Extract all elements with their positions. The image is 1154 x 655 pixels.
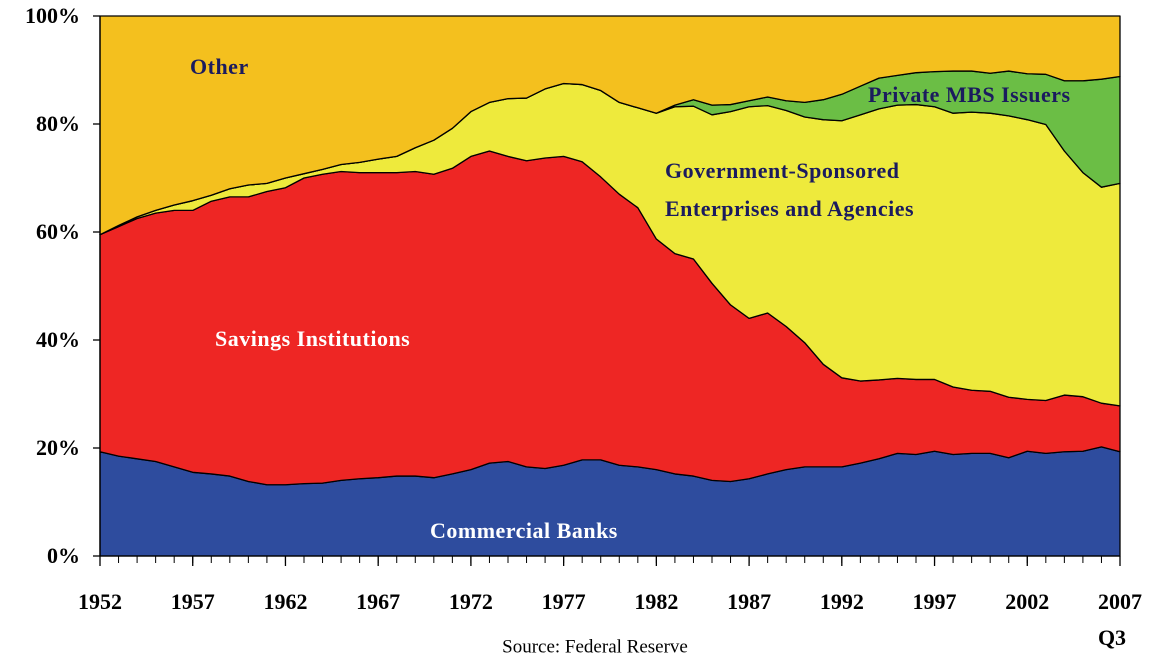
- x-tick-label: 1992: [820, 589, 864, 614]
- x-tick-label: 2007: [1098, 589, 1142, 614]
- x-tick-label: 1997: [913, 589, 957, 614]
- x-tick-label: 1987: [727, 589, 771, 614]
- area: [99, 15, 1121, 236]
- x-tick-label: 1982: [634, 589, 678, 614]
- y-tick-label: 0%: [47, 543, 80, 568]
- y-tick-label: 80%: [36, 111, 80, 136]
- x-tick-label: 1952: [78, 589, 122, 614]
- y-tick-label: 100%: [25, 3, 80, 28]
- series-label: Savings Institutions: [215, 326, 411, 351]
- series-label: Other: [190, 54, 249, 79]
- x-tick-label: 1977: [542, 589, 586, 614]
- x-tick-label: 1962: [263, 589, 307, 614]
- x-tick-label: 1957: [171, 589, 215, 614]
- series-label: Government-Sponsored Enterprises and Age…: [665, 158, 915, 221]
- x-tick-label: 1972: [449, 589, 493, 614]
- series-label: Private MBS Issuers: [868, 82, 1071, 107]
- y-tick-label: 20%: [36, 435, 80, 460]
- x-tick-label: 2002: [1005, 589, 1049, 614]
- x-tick-label: 1967: [356, 589, 400, 614]
- y-tick-label: 40%: [36, 327, 80, 352]
- annotation: Q3: [1098, 625, 1126, 650]
- series-label: Commercial Banks: [430, 518, 618, 543]
- source: Source: Federal Reserve: [502, 636, 688, 655]
- y-tick-label: 60%: [36, 219, 80, 244]
